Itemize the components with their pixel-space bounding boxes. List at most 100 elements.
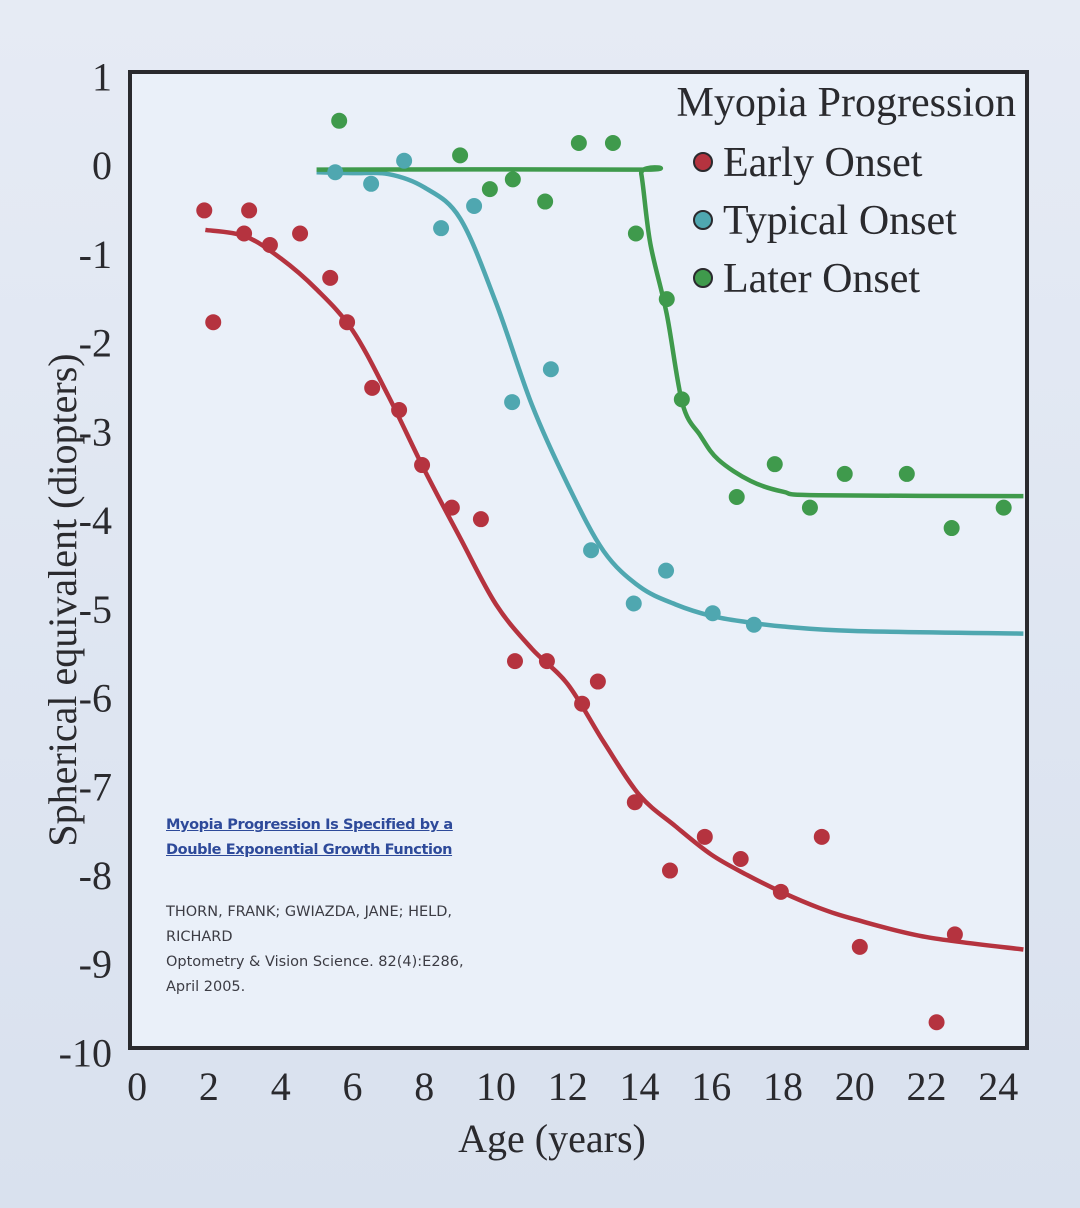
x-tick-label: 20 [835,1064,875,1109]
early-onset-data-point [626,794,643,811]
typical-onset-data-point [745,616,762,633]
later-onset-data-point [452,147,469,164]
later-onset-data-point [504,171,521,188]
typical-onset-data-point [327,164,344,181]
early-onset-data-point [364,379,381,396]
typical-onset-data-point [542,361,559,378]
y-tick-label: -5 [79,587,112,632]
reference-citation: THORN, FRANK; GWIAZDA, JANE; HELD, RICHA… [166,900,464,1000]
x-tick-label: 6 [342,1064,362,1109]
early-onset-data-point [813,828,830,845]
early-onset-data-point [443,499,460,516]
later-onset-data-point [898,465,915,482]
x-tick-label: 24 [978,1064,1018,1109]
y-tick-label: -1 [79,232,112,277]
x-tick-label: 12 [548,1064,588,1109]
plot-frame [128,70,1029,1050]
early-onset-data-point [661,862,678,879]
later-onset-data-point [943,520,960,537]
authors-line1: THORN, FRANK; GWIAZDA, JANE; HELD, [166,904,453,920]
early-onset-data-point [506,653,523,670]
later-onset-data-point [627,225,644,242]
y-tick-label: -9 [79,942,112,987]
x-axis-label: Age (years) [458,1116,646,1161]
later-onset-data-point [658,291,675,308]
y-axis-label: Spherical equivalent (diopters) [40,353,85,846]
x-tick-label: 22 [907,1064,947,1109]
later-onset-data-point [766,456,783,473]
later-onset-data-point [570,134,587,151]
early-onset-data-point [196,202,213,219]
early-onset-data-point [851,938,868,955]
typical-onset-legend-marker [693,210,713,230]
y-tick-label: -4 [79,498,112,543]
reference-link[interactable]: Myopia Progression Is Specified by a Dou… [166,813,453,863]
later-onset-data-point [995,499,1012,516]
early-onset-data-point [472,511,489,528]
typical-onset-data-point [396,152,413,169]
early-onset-data-point [538,653,555,670]
y-tick-label: 1 [92,54,112,99]
x-tick-label: 16 [691,1064,731,1109]
legend-title: Myopia Progression [677,80,1017,126]
early-onset-data-point [589,673,606,690]
typical-onset-legend-label: Typical Onset [723,198,957,244]
x-tick-label: 8 [414,1064,434,1109]
y-tick-label: -7 [79,764,112,809]
journal-line1: Optometry & Vision Science. 82(4):E286, [166,954,464,970]
later-onset-data-point [673,391,690,408]
y-tick-label: -2 [79,321,112,366]
early-onset-data-point [391,402,408,419]
typical-onset-data-point [466,197,483,214]
reference-link-line1[interactable]: Myopia Progression Is Specified by a [166,817,453,833]
early-onset-data-point [241,202,258,219]
typical-onset-data-point [433,220,450,237]
later-onset-data-point [331,112,348,129]
early-onset-legend-marker [693,152,713,172]
legend: Myopia Progression Early Onset Typical On… [677,80,1017,302]
early-onset-data-point [732,851,749,868]
early-onset-data-point [236,225,253,242]
early-onset-legend-label: Early Onset [723,140,923,186]
x-tick-label: 0 [127,1064,147,1109]
x-tick-label: 14 [619,1064,659,1109]
later-onset-data-point [537,193,554,210]
early-onset-data-point [928,1014,945,1031]
early-onset-data-point [322,269,339,286]
typical-onset-data-point [704,605,721,622]
early-onset-data-point [261,237,278,254]
journal-line2: April 2005. [166,979,246,995]
later-onset-data-point [481,181,498,198]
later-onset-legend-marker [693,268,713,288]
later-onset-legend-label: Later Onset [723,256,920,302]
reference-link-line2[interactable]: Double Exponential Growth Function [166,842,453,858]
x-tick-label: 10 [476,1064,516,1109]
early-onset-data-point [414,457,431,474]
y-tick-label: -8 [79,853,112,898]
later-onset-data-point [836,465,853,482]
early-onset-data-point [696,828,713,845]
typical-onset-data-point [625,595,642,612]
y-tick-label: -10 [59,1030,112,1075]
later-onset-data-point [604,134,621,151]
x-tick-label: 4 [271,1064,291,1109]
early-onset-fit-curve [204,227,1024,952]
typical-onset-data-point [363,175,380,192]
y-tick-label: -3 [79,409,112,454]
early-onset-data-point [946,926,963,943]
x-tick-label: 2 [199,1064,219,1109]
typical-onset-fit-curve [316,170,1024,636]
early-onset-data-point [292,225,309,242]
authors-line2: RICHARD [166,929,233,945]
typical-onset-data-point [504,394,521,411]
x-tick-label: 18 [763,1064,803,1109]
later-onset-data-point [801,499,818,516]
typical-onset-data-point [658,562,675,579]
early-onset-data-point [772,883,789,900]
y-tick-label: 0 [92,143,112,188]
early-onset-data-point [205,314,222,331]
y-tick-label: -6 [79,676,112,721]
typical-onset-data-point [583,542,600,559]
early-onset-data-point [339,314,356,331]
